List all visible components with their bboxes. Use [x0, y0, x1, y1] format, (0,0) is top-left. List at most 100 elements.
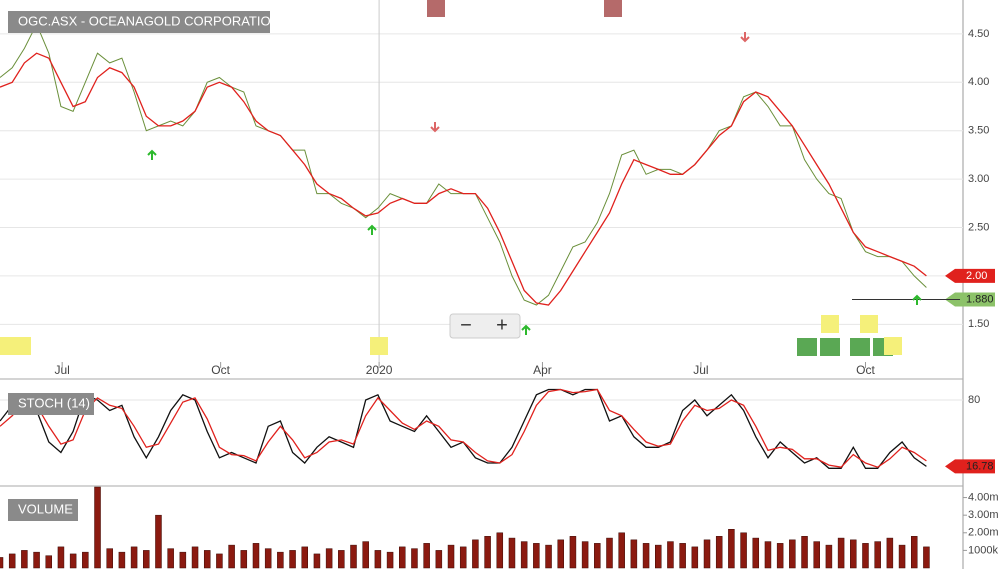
volume-bar — [520, 541, 528, 569]
volume-bar — [618, 532, 625, 569]
volume-bar — [350, 544, 357, 569]
panel-header — [8, 393, 94, 415]
volume-bar — [8, 553, 16, 569]
y-tick-label: 3.50 — [968, 125, 989, 137]
volume-bar — [423, 543, 430, 569]
y-tick-label: 4.00 — [968, 76, 989, 88]
volume-bar — [655, 544, 662, 569]
x-tick-label: Apr — [533, 363, 552, 377]
volume-bar — [825, 544, 833, 569]
volume-bar — [411, 548, 418, 569]
volume-bar — [837, 537, 845, 569]
volume-bar — [289, 550, 296, 569]
note-marker — [13, 337, 31, 355]
volume-bar — [313, 553, 321, 569]
stoch-tag — [945, 459, 995, 474]
y-tick-label: 1.50 — [968, 318, 989, 330]
price-tag-label: 1.880 — [966, 293, 994, 305]
buy-arrow — [912, 294, 922, 305]
panel-title: STOCH (14) — [18, 395, 90, 410]
y-tick-label: 4.00m — [968, 491, 999, 503]
volume-bar — [703, 539, 711, 569]
volume-bar — [715, 536, 723, 569]
volume-bar — [21, 550, 28, 569]
volume-bar — [630, 539, 638, 569]
panel-title: OGC.ASX - OCEANAGOLD CORPORATION — [18, 13, 280, 28]
volume-bar — [374, 550, 382, 569]
volume-bar — [667, 541, 674, 569]
volume-bar — [57, 546, 65, 569]
y-tick-label: 80 — [968, 394, 980, 406]
buy-arrow — [147, 149, 157, 160]
volume-bar — [813, 541, 820, 569]
volume-bar — [118, 551, 126, 569]
y-tick-label: 1000k — [968, 544, 998, 556]
volume-bar — [740, 532, 747, 569]
x-tick-label: Oct — [856, 363, 875, 377]
volume-bar — [801, 536, 808, 569]
volume-bar — [874, 541, 881, 569]
x-tick-label: Oct — [211, 363, 230, 377]
volume-bar — [301, 546, 308, 569]
note-marker — [821, 315, 839, 333]
volume-bar — [898, 544, 906, 569]
volume-bar — [557, 539, 564, 569]
panel-title: VOLUME — [18, 501, 73, 516]
buy-arrow — [367, 224, 377, 235]
volume-bar — [764, 541, 772, 569]
volume-bar — [399, 546, 406, 569]
series-line — [0, 388, 927, 468]
sell-arrow — [740, 32, 750, 43]
zoom-in-button[interactable]: + — [496, 314, 508, 336]
volume-bar — [728, 529, 735, 569]
volume-bar — [496, 532, 504, 569]
volume-bar — [642, 543, 650, 569]
volume-bar — [216, 553, 223, 569]
volume-bar — [569, 536, 577, 569]
volume-bar — [447, 544, 455, 569]
series-line — [0, 388, 927, 469]
zoom-out-button[interactable]: − — [460, 314, 472, 336]
volume-bar — [191, 546, 199, 569]
volume-bar — [106, 548, 113, 569]
series-line — [0, 23, 927, 306]
x-tick-label: Jul — [693, 363, 708, 377]
note-marker — [860, 315, 878, 333]
volume-bar — [435, 550, 443, 569]
volume-bar — [581, 541, 589, 569]
y-tick-label: 3.00m — [968, 509, 999, 521]
volume-bar — [277, 551, 284, 569]
volume-bar — [155, 514, 162, 569]
panel-header — [8, 499, 78, 521]
volume-bar — [508, 537, 516, 569]
volume-bar — [533, 543, 540, 569]
volume-bar — [776, 543, 784, 569]
volume-bar — [33, 551, 40, 569]
event-marker — [797, 338, 817, 356]
sell-arrow — [430, 122, 440, 133]
price-tag-label: 2.00 — [966, 270, 987, 282]
volume-bar — [69, 553, 77, 569]
volume-bar — [94, 486, 101, 569]
volume-bar — [203, 550, 211, 569]
event-marker — [604, 0, 622, 17]
zoom-bar — [449, 313, 521, 339]
event-marker — [427, 0, 445, 17]
volume-bar — [789, 539, 796, 569]
volume-bar — [82, 551, 89, 569]
volume-bar — [910, 536, 918, 569]
volume-bar — [545, 544, 552, 569]
volume-bar — [325, 548, 333, 569]
volume-bar — [179, 551, 187, 569]
series-line — [0, 52, 927, 306]
event-marker — [820, 338, 840, 356]
y-tick-label: 3.00 — [968, 173, 989, 185]
volume-bar — [850, 539, 857, 569]
volume-bar — [240, 550, 248, 569]
event-marker — [850, 338, 870, 356]
frame — [0, 0, 964, 569]
volume-bar — [167, 548, 174, 569]
volume-bar — [0, 557, 4, 569]
y-tick-label: 4.50 — [968, 28, 989, 40]
